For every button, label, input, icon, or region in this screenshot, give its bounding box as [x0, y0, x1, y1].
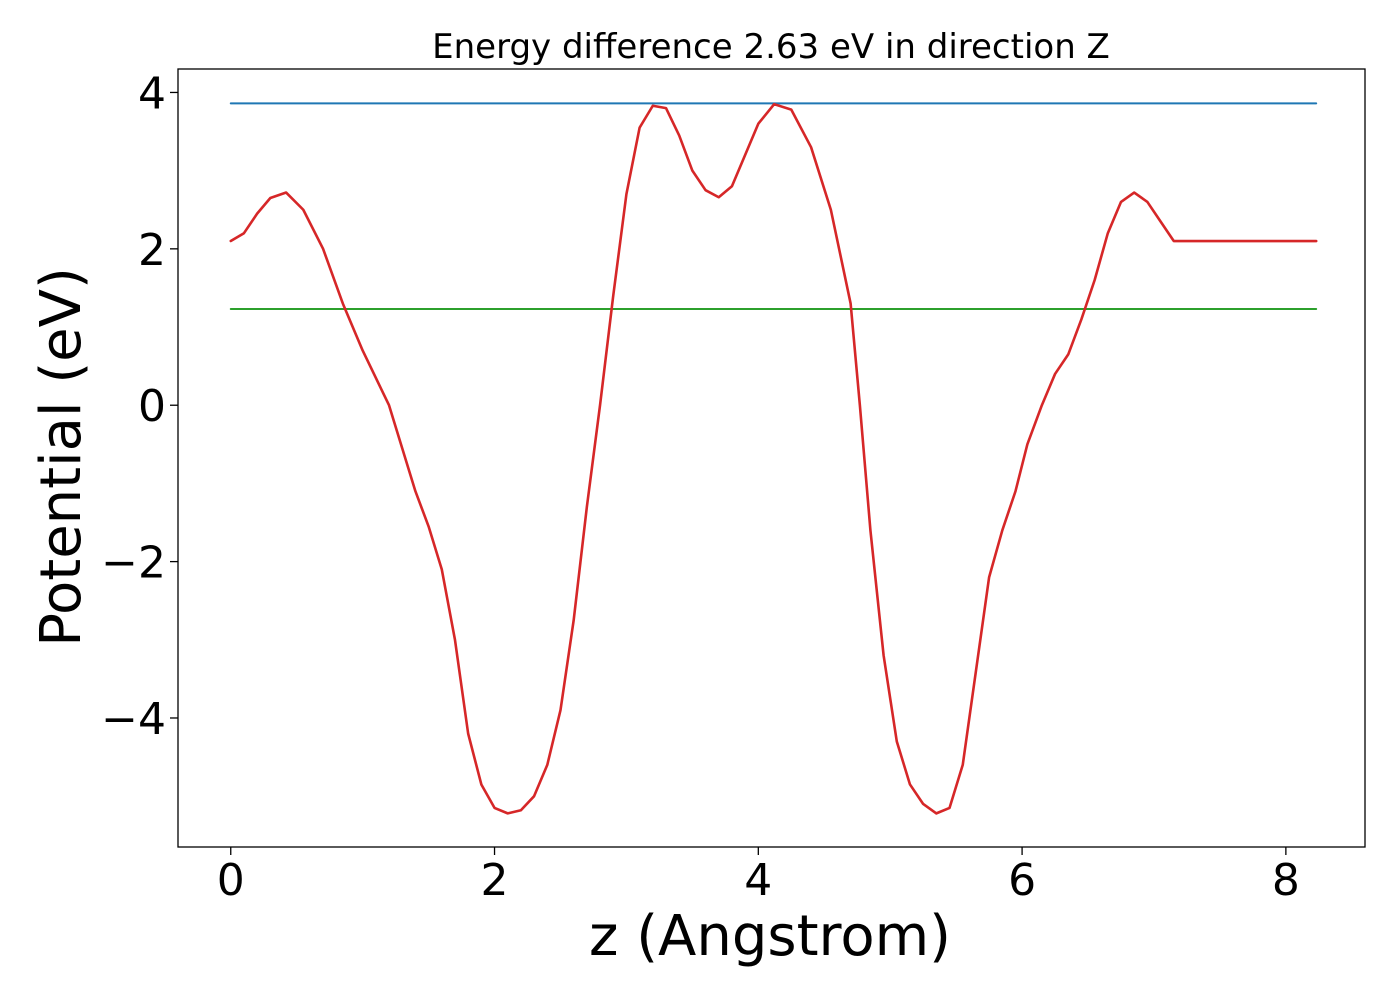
y-tick-label: −4: [101, 694, 166, 745]
y-axis-label: Potential (eV): [29, 267, 94, 647]
y-tick-label: 2: [138, 225, 166, 276]
x-tick-label: 6: [1008, 855, 1036, 906]
x-axis-label: z (Angstrom): [589, 904, 951, 969]
x-tick-label: 0: [217, 855, 245, 906]
plot-area: [229, 102, 1318, 815]
y-tick-label: −2: [101, 538, 166, 589]
x-tick-label: 2: [481, 855, 509, 906]
x-tick-label: 4: [744, 855, 772, 906]
axes: 0 2 4 6 8 −4 −2 0 2 4: [101, 68, 1366, 906]
x-tick-label: 8: [1272, 855, 1300, 906]
axes-frame: [177, 68, 1366, 848]
y-tick-label: 4: [138, 68, 166, 119]
series-line-1: [229, 102, 1318, 815]
chart-title: Energy difference 2.63 eV in direction Z: [432, 27, 1110, 67]
y-tick-label: 0: [138, 381, 166, 432]
